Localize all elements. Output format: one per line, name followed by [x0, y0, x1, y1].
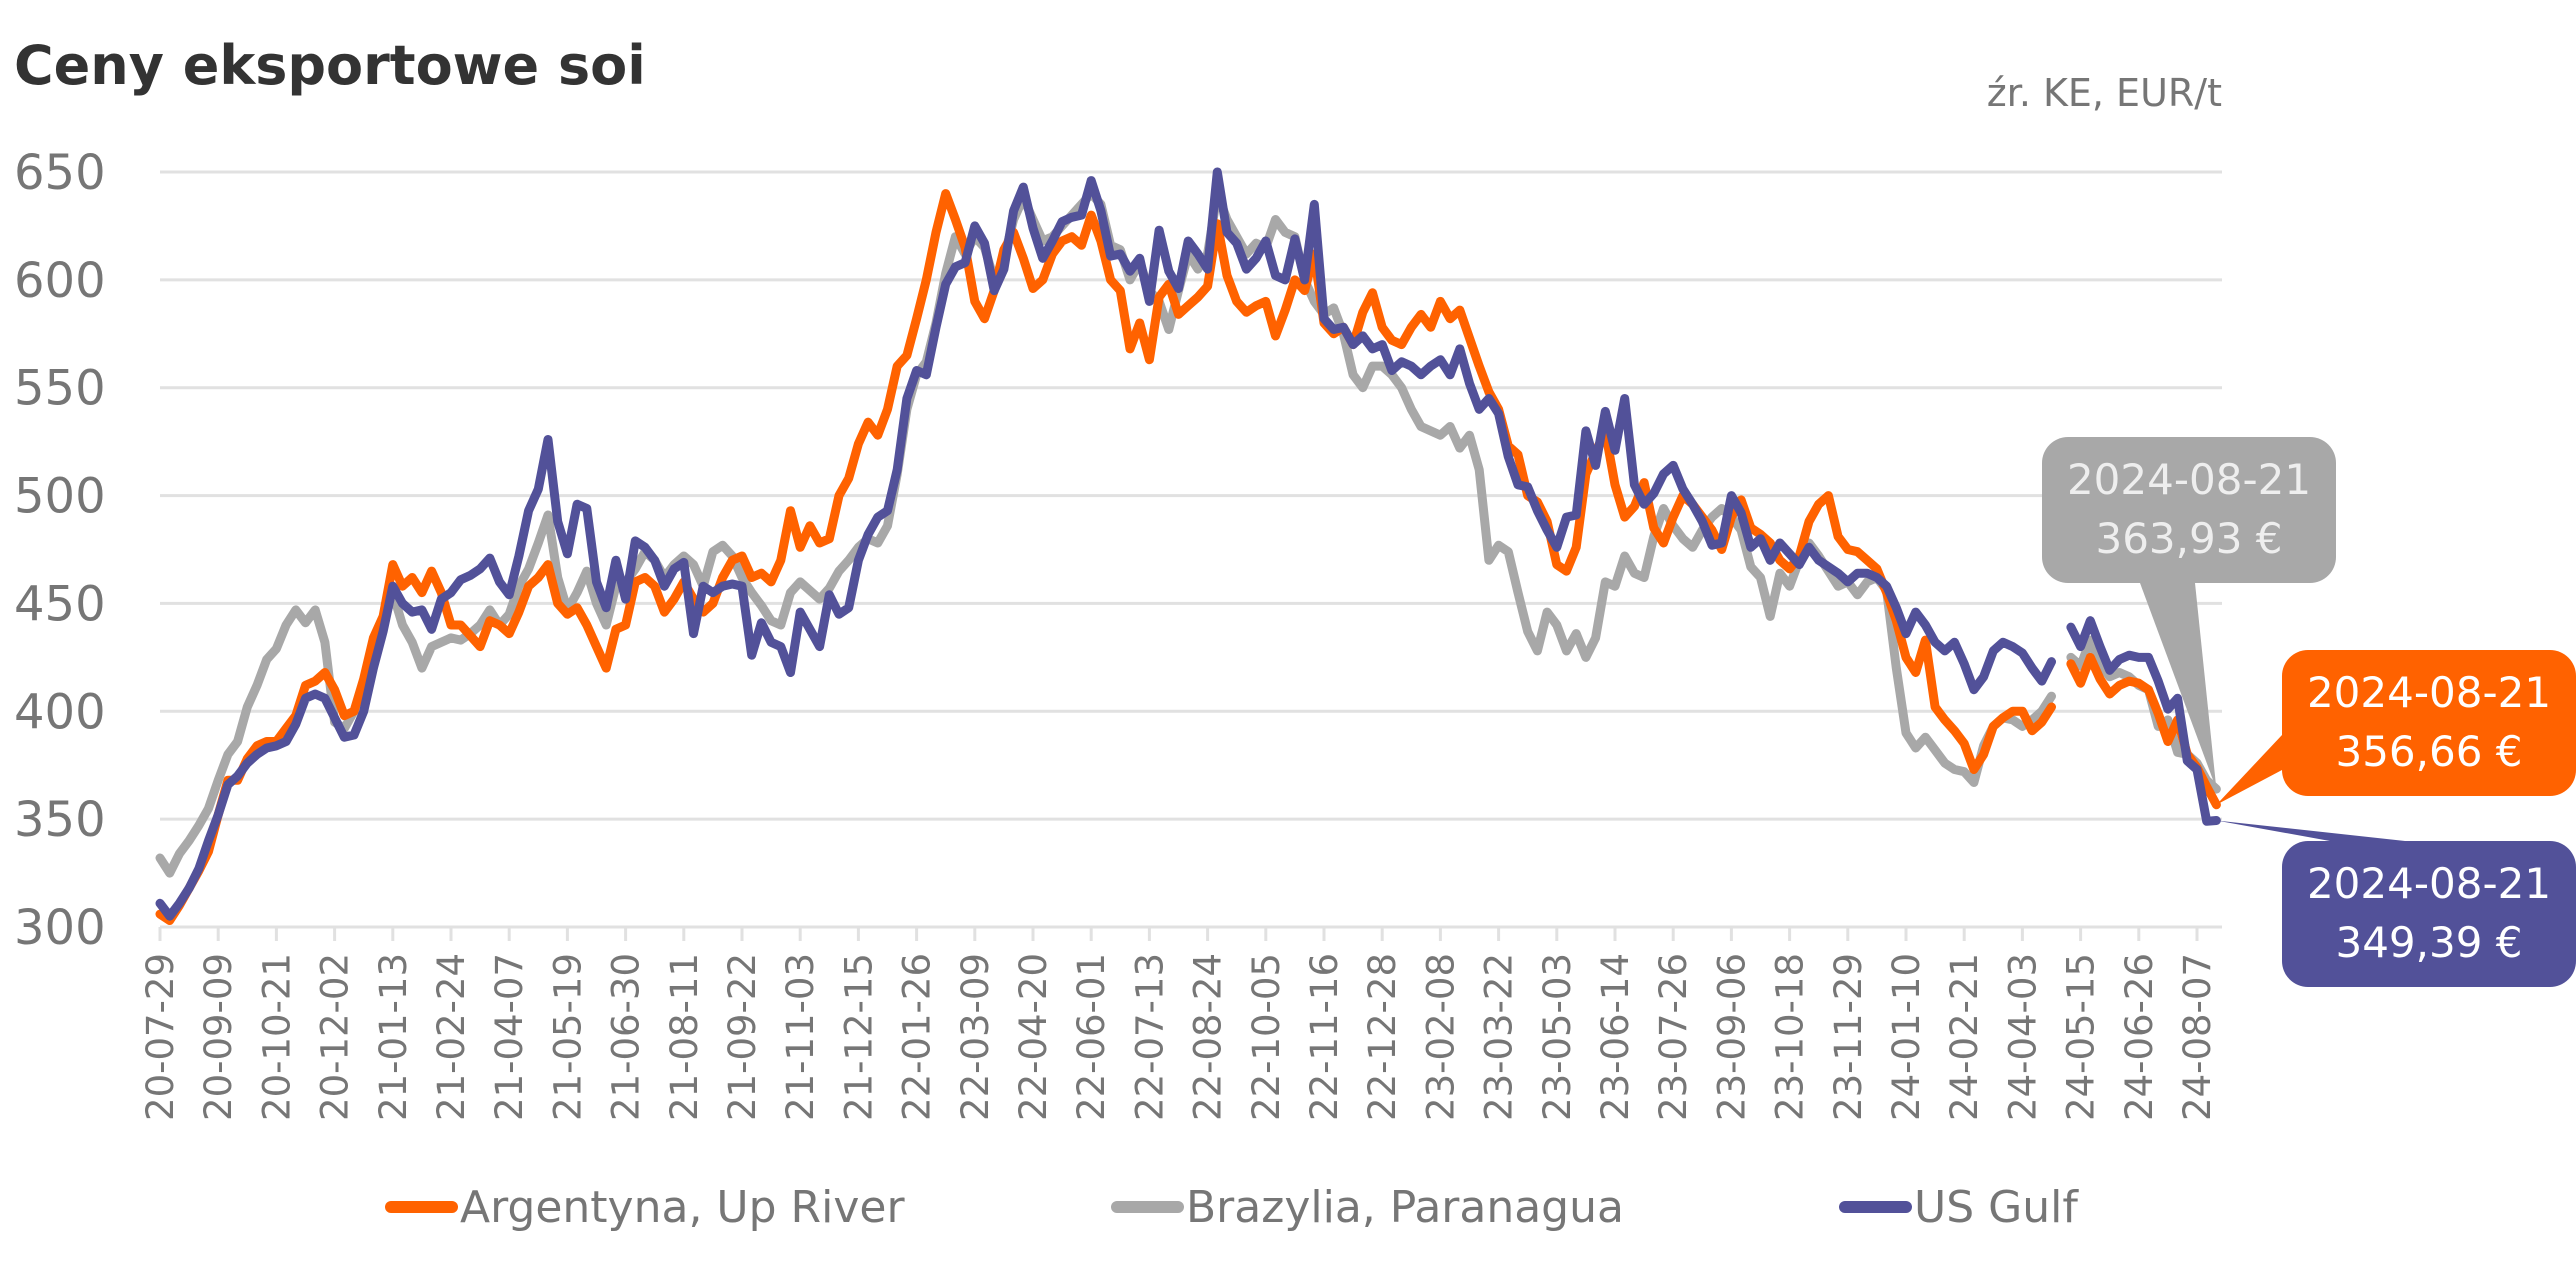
legend-label: Brazylia, Paranagua	[1186, 1182, 1624, 1233]
y-tick-label: 450	[14, 576, 106, 632]
legend: Argentyna, Up River Brazylia, Paranagua US…	[385, 1182, 2079, 1233]
x-tick-label: 24-08-07	[2176, 953, 2219, 1121]
callout-date: 2024-08-21	[2067, 455, 2311, 504]
legend-label: US Gulf	[1914, 1182, 2079, 1233]
x-tick-label: 21-09-22	[721, 953, 764, 1121]
chart-title: Ceny eksportowe soi	[14, 34, 646, 97]
x-tick-label: 21-04-07	[488, 953, 531, 1121]
x-tick-label: 20-07-29	[139, 953, 182, 1121]
x-tick-label: 21-06-30	[605, 953, 648, 1121]
x-axis: 20-07-29 20-09-09 20-10-21 20-12-02 21-01-13…	[139, 925, 2222, 1121]
x-tick-label: 23-02-08	[1419, 953, 1462, 1121]
chart-subtitle: źr. KE, EUR/t	[1987, 71, 2222, 115]
callout-brazylia: 2024-08-21 363,93 €	[2042, 437, 2336, 790]
callout-value: 363,93 €	[2095, 514, 2282, 563]
x-tick-label: 22-06-01	[1070, 953, 1113, 1121]
callout-value: 356,66 €	[2335, 727, 2522, 776]
x-tick-label: 23-05-03	[1536, 953, 1579, 1121]
x-tick-label: 23-03-22	[1478, 953, 1521, 1121]
x-tick-label: 20-09-09	[197, 953, 240, 1121]
x-tick-label: 23-10-18	[1769, 953, 1812, 1121]
callout-date: 2024-08-21	[2307, 859, 2551, 908]
callout-us-gulf: 2024-08-21 349,39 €	[2216, 820, 2576, 987]
callout-box	[2042, 437, 2336, 583]
y-tick-label: 600	[14, 253, 106, 309]
y-tick-label: 550	[14, 361, 106, 417]
x-tick-label: 21-05-19	[546, 953, 589, 1121]
legend-item: Argentyna, Up River	[385, 1182, 905, 1233]
callout-argentyna: 2024-08-21 356,66 €	[2216, 650, 2576, 805]
x-tick-label: 22-10-05	[1245, 953, 1288, 1121]
x-tick-label: 22-08-24	[1187, 953, 1230, 1121]
x-tick-label: 24-05-15	[2060, 953, 2103, 1121]
x-tick-label: 20-12-02	[314, 953, 357, 1121]
x-tick-label: 23-11-29	[1827, 953, 1870, 1121]
x-tick-label: 24-04-03	[2001, 953, 2044, 1121]
series-lines	[155, 167, 2221, 925]
y-tick-label: 350	[14, 792, 106, 848]
callout-value: 349,39 €	[2335, 918, 2522, 967]
callout-box	[2282, 841, 2576, 987]
y-tick-label: 500	[14, 469, 106, 525]
series-line-brazylia-paranagua	[155, 189, 2221, 878]
x-tick-label: 22-04-20	[1012, 953, 1055, 1121]
x-tick-label: 24-02-21	[1943, 953, 1986, 1121]
x-tick-label: 21-12-15	[837, 953, 880, 1121]
legend-item: US Gulf	[1839, 1182, 2079, 1233]
x-tick-label: 21-01-13	[372, 953, 415, 1121]
x-tick-label: 22-11-16	[1303, 953, 1346, 1121]
gridlines	[160, 170, 2222, 821]
series-line-us-gulf	[155, 167, 2221, 921]
y-axis-ticks: 650 600 550 500 450 400 350 300	[14, 145, 106, 956]
x-tick-label: 22-01-26	[896, 953, 939, 1121]
x-tick-label: 24-01-10	[1885, 953, 1928, 1121]
x-tick-label: 23-09-06	[1710, 953, 1753, 1121]
legend-label: Argentyna, Up River	[460, 1182, 905, 1233]
callout-pointer	[2140, 583, 2217, 790]
callout-date: 2024-08-21	[2307, 668, 2551, 717]
x-tick-label: 22-03-09	[954, 953, 997, 1121]
legend-item: Brazylia, Paranagua	[1111, 1182, 1624, 1233]
x-tick-label: 21-02-24	[430, 953, 473, 1121]
callout-pointer	[2216, 820, 2405, 841]
y-tick-label: 650	[14, 145, 106, 201]
callout-box	[2282, 650, 2576, 796]
x-tick-label: 23-06-14	[1594, 953, 1637, 1121]
x-tick-label: 23-07-26	[1652, 953, 1695, 1121]
x-tick-label: 20-10-21	[255, 953, 298, 1121]
y-tick-label: 400	[14, 684, 106, 740]
y-tick-label: 300	[14, 900, 106, 956]
x-tick-label: 21-11-03	[779, 953, 822, 1121]
x-tick-label: 22-07-13	[1128, 953, 1171, 1121]
callout-pointer	[2216, 735, 2282, 805]
series-line-argentyna-up-river	[155, 189, 2221, 925]
x-tick-label: 24-06-26	[2118, 953, 2161, 1121]
x-tick-label: 21-08-11	[663, 953, 706, 1121]
x-tick-label: 22-12-28	[1361, 953, 1404, 1121]
